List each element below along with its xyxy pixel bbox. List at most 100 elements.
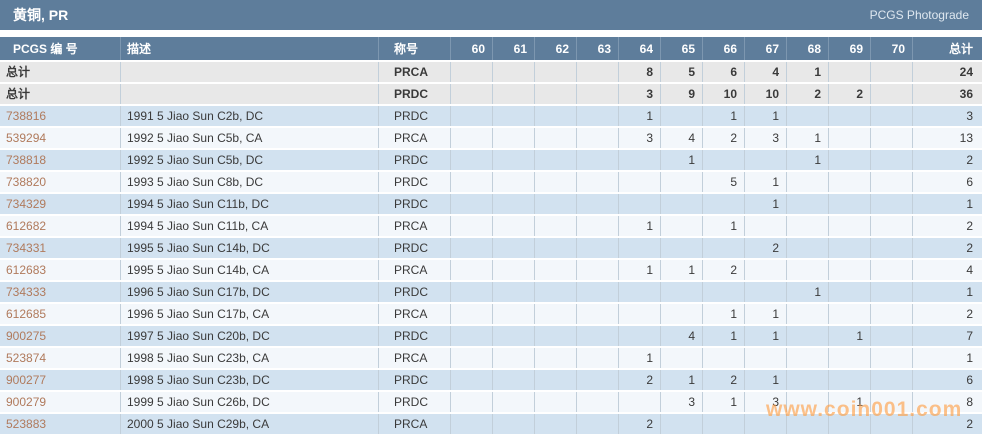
- col-header-designation: 称号: [378, 37, 450, 60]
- pcgs-number-cell[interactable]: 738818: [0, 150, 120, 170]
- grade-67-cell: 3: [744, 392, 786, 412]
- pcgs-number-cell[interactable]: 539294: [0, 128, 120, 148]
- pcgs-number-link[interactable]: 734331: [6, 241, 47, 255]
- grade-62-cell: [534, 370, 576, 390]
- row-total-cell: 8: [912, 392, 982, 412]
- grade-62-cell: [534, 216, 576, 236]
- pcgs-number-cell[interactable]: 738820: [0, 172, 120, 192]
- pcgs-number-cell[interactable]: 900279: [0, 392, 120, 412]
- designation-cell: PRCA: [378, 216, 450, 236]
- row-total-cell: 7: [912, 326, 982, 346]
- grade-61-cell: [492, 282, 534, 302]
- grade-67-cell: 1: [744, 172, 786, 192]
- grade-65-cell: 9: [660, 84, 702, 104]
- pcgs-number-cell[interactable]: 900277: [0, 370, 120, 390]
- description-cell: 1998 5 Jiao Sun C23b, DC: [120, 370, 378, 390]
- row-total-cell: 1: [912, 194, 982, 214]
- grade-61-cell: [492, 348, 534, 368]
- grade-61-cell: [492, 106, 534, 126]
- pcgs-number-link[interactable]: 523883: [6, 417, 47, 431]
- grade-60-cell: [450, 392, 492, 412]
- description-cell: 1997 5 Jiao Sun C20b, DC: [120, 326, 378, 346]
- description-cell: 1999 5 Jiao Sun C26b, DC: [120, 392, 378, 412]
- grade-62-cell: [534, 326, 576, 346]
- grade-63-cell: [576, 304, 618, 324]
- grade-65-cell: [660, 414, 702, 434]
- pcgs-number-cell[interactable]: 612683: [0, 260, 120, 280]
- pcgs-number-link[interactable]: 900275: [6, 329, 47, 343]
- title-bar: 黄铜, PR PCGS Photograde: [0, 0, 982, 30]
- pcgs-number-link[interactable]: 612682: [6, 219, 47, 233]
- description-cell: 2000 5 Jiao Sun C29b, CA: [120, 414, 378, 434]
- pcgs-number-link[interactable]: 734329: [6, 197, 47, 211]
- table-row: 539294 1992 5 Jiao Sun C5b, CA PRCA 3 4 2 3 1 13: [0, 128, 982, 148]
- grade-68-cell: [786, 172, 828, 192]
- col-header-grade-64: 64: [618, 37, 660, 60]
- grade-69-cell: [828, 282, 870, 302]
- grade-69-cell: [828, 194, 870, 214]
- pcgs-number-cell[interactable]: 734331: [0, 238, 120, 258]
- pcgs-number-link[interactable]: 900277: [6, 373, 47, 387]
- row-total-cell: 6: [912, 172, 982, 192]
- pcgs-number-link[interactable]: 612683: [6, 263, 47, 277]
- grade-68-cell: 2: [786, 84, 828, 104]
- grade-64-cell: [618, 392, 660, 412]
- grade-60-cell: [450, 150, 492, 170]
- grade-61-cell: [492, 194, 534, 214]
- pcgs-number-cell[interactable]: 738816: [0, 106, 120, 126]
- row-total-cell: 3: [912, 106, 982, 126]
- grade-68-cell: 1: [786, 128, 828, 148]
- grade-68-cell: [786, 326, 828, 346]
- col-header-total: 总计: [912, 37, 982, 60]
- grade-70-cell: [870, 260, 912, 280]
- photograde-link[interactable]: PCGS Photograde: [869, 8, 969, 22]
- row-total-cell: 4: [912, 260, 982, 280]
- grade-66-cell: [702, 150, 744, 170]
- grade-65-cell: [660, 216, 702, 236]
- pcgs-number-link[interactable]: 539294: [6, 131, 47, 145]
- pcgs-number-cell[interactable]: 612682: [0, 216, 120, 236]
- designation-cell: PRDC: [378, 106, 450, 126]
- grade-66-cell: [702, 194, 744, 214]
- pcgs-number-link[interactable]: 738820: [6, 175, 47, 189]
- grade-67-cell: 10: [744, 84, 786, 104]
- pcgs-number-cell[interactable]: 612685: [0, 304, 120, 324]
- designation-cell: PRCA: [378, 260, 450, 280]
- pcgs-number-link[interactable]: 738818: [6, 153, 47, 167]
- pcgs-number-cell[interactable]: 900275: [0, 326, 120, 346]
- grade-61-cell: [492, 216, 534, 236]
- grade-70-cell: [870, 414, 912, 434]
- grade-62-cell: [534, 150, 576, 170]
- grade-69-cell: [828, 414, 870, 434]
- pcgs-number-cell[interactable]: 523874: [0, 348, 120, 368]
- grade-66-cell: 1: [702, 392, 744, 412]
- grade-66-cell: 1: [702, 326, 744, 346]
- grade-69-cell: 2: [828, 84, 870, 104]
- grade-64-cell: [618, 282, 660, 302]
- grade-70-cell: [870, 348, 912, 368]
- grade-67-cell: 1: [744, 106, 786, 126]
- designation-cell: PRDC: [378, 238, 450, 258]
- col-header-grade-63: 63: [576, 37, 618, 60]
- grade-60-cell: [450, 260, 492, 280]
- grade-61-cell: [492, 172, 534, 192]
- grade-65-cell: 3: [660, 392, 702, 412]
- grade-69-cell: 1: [828, 326, 870, 346]
- grade-65-cell: 4: [660, 128, 702, 148]
- description-cell: 1998 5 Jiao Sun C23b, CA: [120, 348, 378, 368]
- pcgs-number-cell[interactable]: 734333: [0, 282, 120, 302]
- pcgs-number-link[interactable]: 900279: [6, 395, 47, 409]
- pcgs-number-link[interactable]: 738816: [6, 109, 47, 123]
- table-row: 738816 1991 5 Jiao Sun C2b, DC PRDC 1 1 1 3: [0, 106, 982, 126]
- grade-70-cell: [870, 326, 912, 346]
- pcgs-number-link[interactable]: 734333: [6, 285, 47, 299]
- grade-69-cell: [828, 216, 870, 236]
- pcgs-number-cell[interactable]: 734329: [0, 194, 120, 214]
- col-header-grade-61: 61: [492, 37, 534, 60]
- pcgs-number-link[interactable]: 523874: [6, 351, 47, 365]
- grade-64-cell: [618, 150, 660, 170]
- pcgs-number-link[interactable]: 612685: [6, 307, 47, 321]
- pcgs-number-cell[interactable]: 523883: [0, 414, 120, 434]
- col-header-grade-69: 69: [828, 37, 870, 60]
- grade-68-cell: [786, 106, 828, 126]
